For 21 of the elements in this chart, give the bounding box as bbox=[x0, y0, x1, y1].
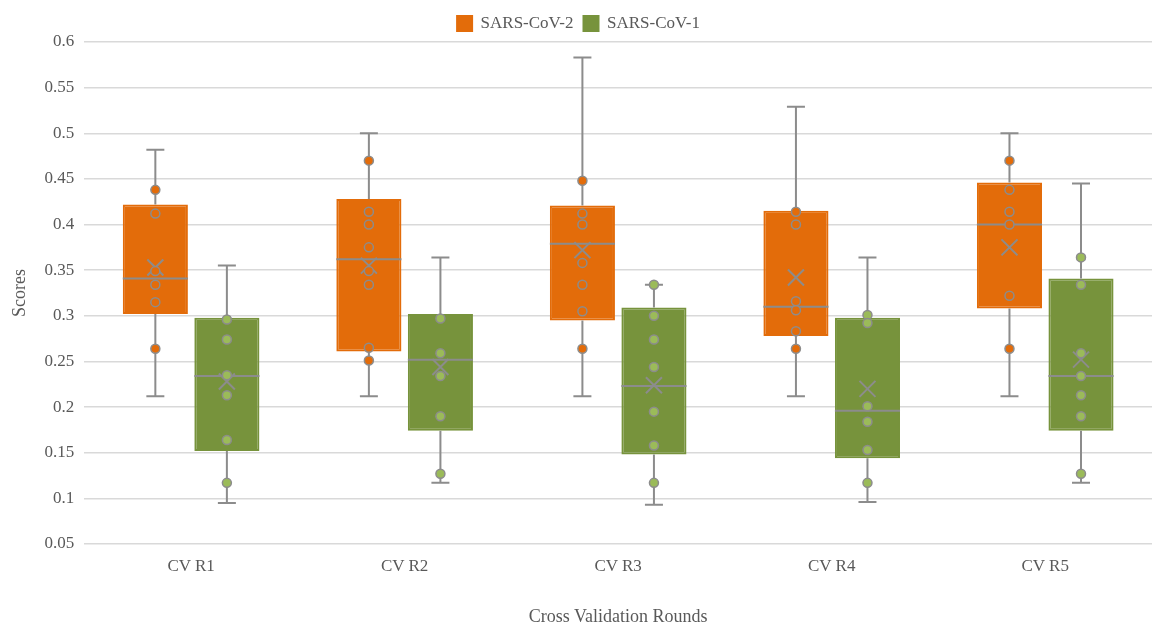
legend-label: SARS-CoV-2 bbox=[480, 12, 574, 32]
legend-label: SARS-CoV-1 bbox=[607, 12, 700, 32]
y-tick-label: 0.15 bbox=[44, 442, 75, 462]
x-tick-label: CV R2 bbox=[380, 555, 429, 575]
x-tick-label: CV R4 bbox=[808, 555, 856, 575]
x-tick-label: CV R5 bbox=[1021, 555, 1069, 575]
y-tick-label: 0.35 bbox=[44, 259, 75, 279]
y-tick-label: 0.5 bbox=[53, 122, 75, 142]
y-tick-label: 0.3 bbox=[53, 305, 75, 325]
x-axis-title: Cross Validation Rounds bbox=[528, 605, 708, 626]
y-tick-label: 0.2 bbox=[53, 396, 75, 416]
y-tick-label: 0.4 bbox=[53, 214, 75, 234]
y-tick-label: 0.1 bbox=[53, 487, 75, 507]
y-axis-title: Scores bbox=[8, 269, 29, 317]
y-tick-label: 0.25 bbox=[44, 350, 75, 370]
x-tick-label: CV R3 bbox=[594, 555, 642, 575]
y-tick-label: 0.45 bbox=[44, 168, 75, 188]
x-tick-label: CV R1 bbox=[167, 555, 215, 575]
y-tick-label: 0.55 bbox=[44, 77, 75, 97]
y-tick-label: 0.05 bbox=[44, 533, 75, 553]
y-tick-label: 0.6 bbox=[53, 31, 75, 51]
